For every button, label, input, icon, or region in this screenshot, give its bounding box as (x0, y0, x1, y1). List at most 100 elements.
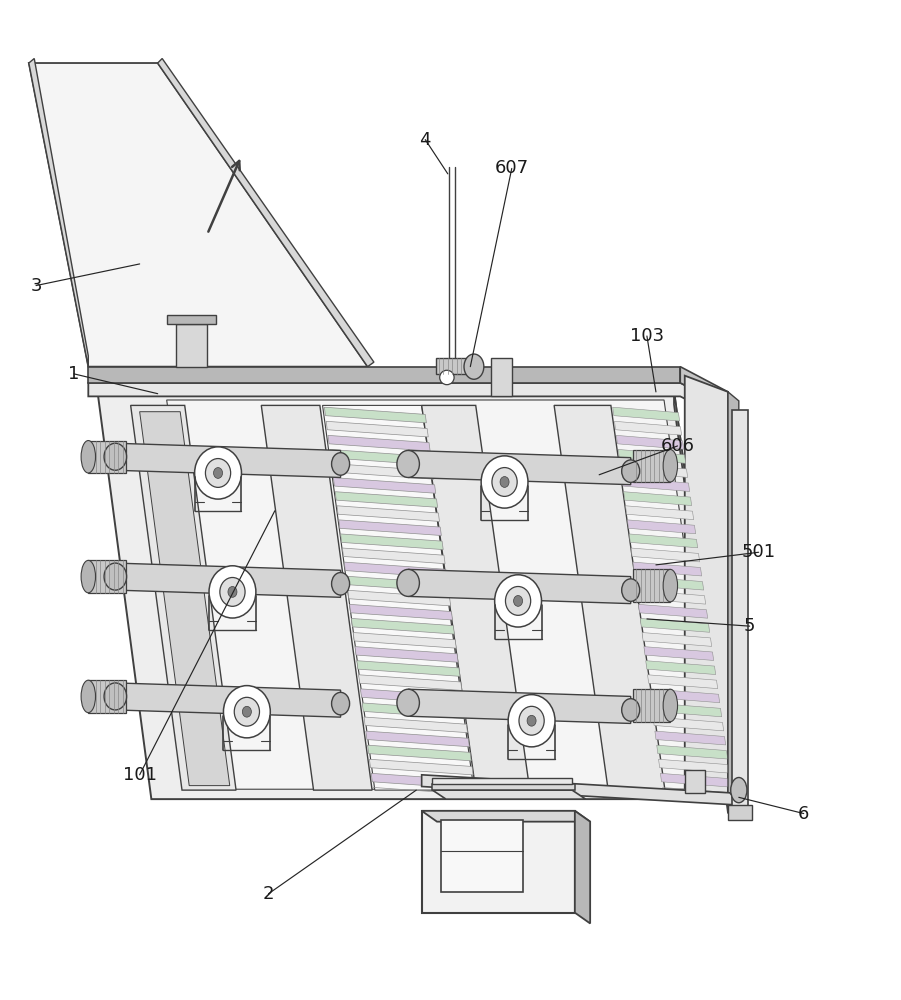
Polygon shape (627, 520, 696, 534)
Polygon shape (633, 689, 670, 722)
Polygon shape (633, 569, 670, 602)
Polygon shape (323, 405, 474, 790)
Polygon shape (330, 449, 432, 465)
Polygon shape (97, 390, 728, 799)
Polygon shape (422, 811, 575, 913)
Polygon shape (631, 548, 700, 562)
Polygon shape (432, 784, 575, 790)
Ellipse shape (622, 699, 640, 721)
Polygon shape (491, 358, 512, 396)
Polygon shape (355, 647, 459, 662)
Polygon shape (732, 410, 748, 808)
Ellipse shape (663, 450, 678, 482)
Polygon shape (685, 788, 739, 805)
Polygon shape (326, 421, 428, 437)
Polygon shape (432, 778, 572, 784)
Polygon shape (337, 506, 440, 521)
Ellipse shape (223, 686, 270, 738)
Polygon shape (353, 633, 456, 648)
Polygon shape (341, 534, 443, 550)
Ellipse shape (234, 697, 259, 726)
Polygon shape (357, 661, 460, 676)
Ellipse shape (397, 450, 420, 477)
Polygon shape (342, 548, 445, 564)
Ellipse shape (663, 569, 678, 602)
Polygon shape (369, 759, 473, 775)
Polygon shape (29, 59, 88, 367)
Polygon shape (167, 315, 216, 324)
Polygon shape (685, 770, 705, 793)
Ellipse shape (81, 441, 96, 473)
Ellipse shape (495, 575, 542, 627)
Ellipse shape (220, 577, 245, 606)
Polygon shape (662, 787, 733, 793)
Polygon shape (685, 376, 728, 805)
Ellipse shape (397, 569, 420, 596)
Polygon shape (441, 820, 523, 892)
Polygon shape (655, 731, 725, 745)
Text: 2: 2 (263, 885, 274, 903)
Polygon shape (620, 464, 687, 477)
Polygon shape (408, 569, 631, 604)
Polygon shape (115, 443, 341, 477)
Polygon shape (614, 421, 682, 435)
Polygon shape (88, 383, 728, 421)
Polygon shape (88, 367, 680, 383)
Ellipse shape (242, 706, 251, 717)
Polygon shape (360, 689, 464, 705)
Polygon shape (176, 324, 207, 367)
Polygon shape (659, 759, 730, 773)
Polygon shape (648, 675, 718, 689)
Polygon shape (359, 675, 462, 690)
Polygon shape (644, 647, 714, 660)
Polygon shape (408, 689, 631, 723)
Polygon shape (167, 400, 718, 789)
Polygon shape (641, 618, 710, 632)
Polygon shape (622, 478, 689, 491)
Polygon shape (642, 633, 712, 646)
Polygon shape (332, 464, 434, 479)
Polygon shape (728, 392, 739, 805)
Polygon shape (636, 590, 705, 604)
Text: 6: 6 (798, 805, 809, 823)
Ellipse shape (81, 560, 96, 593)
Polygon shape (674, 390, 728, 814)
Polygon shape (436, 358, 469, 374)
Polygon shape (728, 805, 752, 820)
Polygon shape (657, 745, 728, 759)
Polygon shape (362, 703, 466, 719)
Text: 1: 1 (68, 365, 79, 383)
Polygon shape (158, 59, 374, 367)
Ellipse shape (505, 586, 531, 615)
Polygon shape (371, 773, 475, 789)
Polygon shape (422, 405, 530, 790)
Polygon shape (348, 590, 450, 606)
Polygon shape (629, 534, 697, 548)
Polygon shape (575, 811, 590, 923)
Ellipse shape (228, 586, 237, 597)
Polygon shape (633, 562, 702, 576)
Ellipse shape (105, 683, 126, 710)
Ellipse shape (195, 447, 241, 499)
Ellipse shape (332, 453, 350, 475)
Text: 3: 3 (31, 277, 41, 295)
Polygon shape (680, 367, 728, 407)
Ellipse shape (332, 573, 350, 595)
Polygon shape (29, 63, 368, 367)
Polygon shape (350, 604, 452, 620)
Ellipse shape (481, 456, 528, 508)
Ellipse shape (440, 370, 454, 385)
Polygon shape (115, 683, 341, 717)
Polygon shape (344, 562, 447, 578)
Polygon shape (324, 407, 426, 423)
Ellipse shape (81, 680, 96, 713)
Polygon shape (366, 731, 469, 747)
Polygon shape (261, 405, 372, 790)
Polygon shape (554, 405, 665, 790)
Polygon shape (351, 618, 454, 634)
Polygon shape (432, 790, 586, 799)
Polygon shape (88, 680, 126, 713)
Ellipse shape (205, 459, 231, 487)
Ellipse shape (209, 566, 256, 618)
Polygon shape (660, 773, 732, 787)
